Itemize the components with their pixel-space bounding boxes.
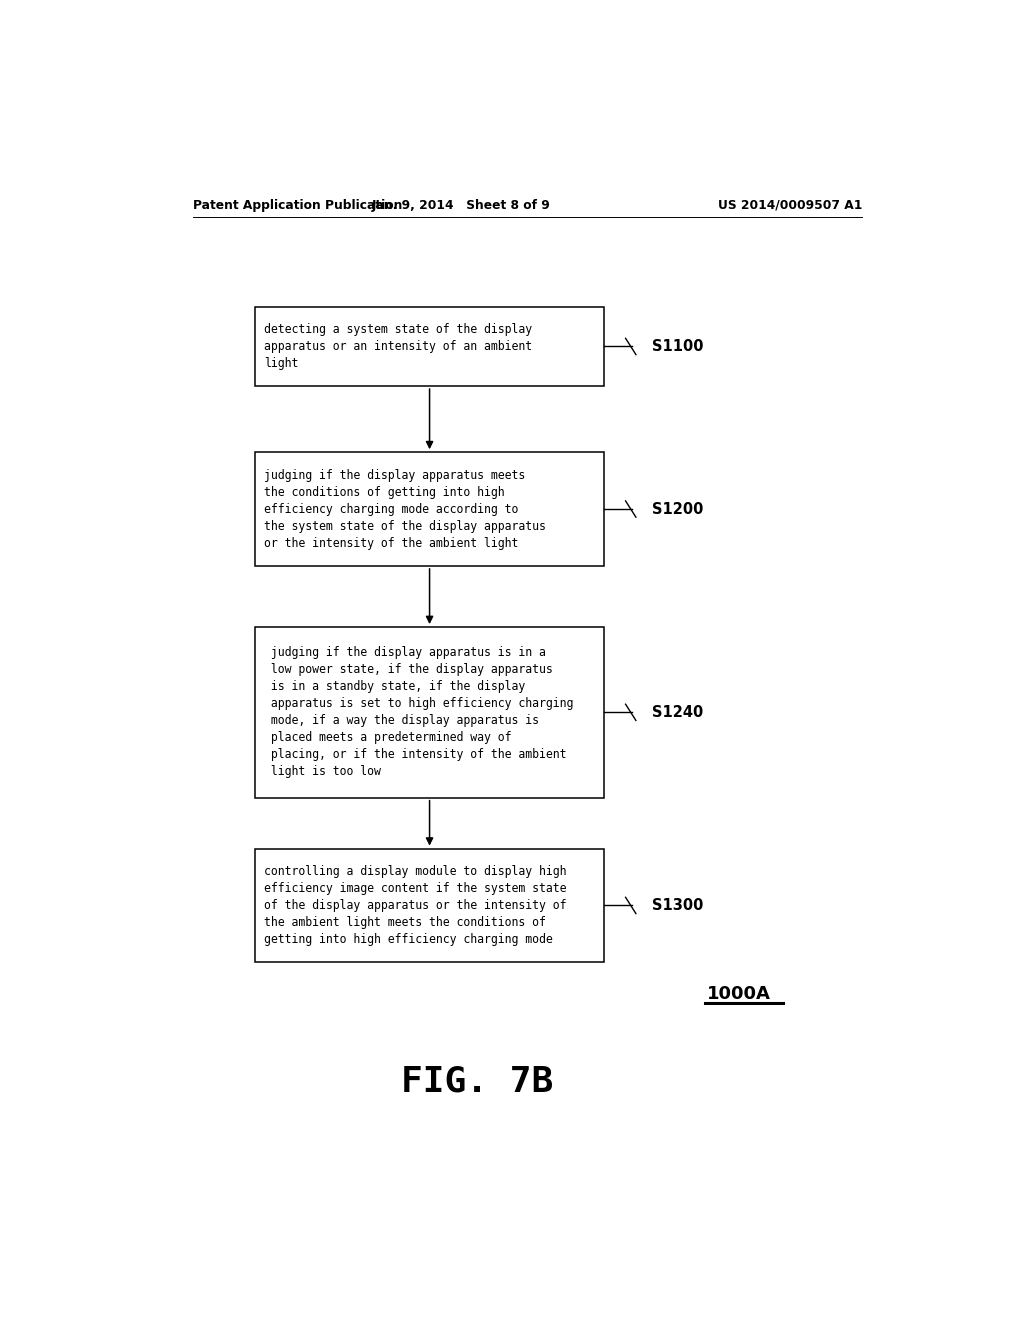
- Text: US 2014/0009507 A1: US 2014/0009507 A1: [718, 198, 862, 211]
- Text: Jan. 9, 2014   Sheet 8 of 9: Jan. 9, 2014 Sheet 8 of 9: [372, 198, 551, 211]
- Bar: [255, 306, 604, 385]
- Text: S1240: S1240: [652, 705, 703, 719]
- Bar: [255, 849, 604, 962]
- Text: Patent Application Publication: Patent Application Publication: [194, 198, 402, 211]
- Text: S1300: S1300: [652, 898, 703, 913]
- Text: 1000A: 1000A: [708, 985, 771, 1003]
- Text: S1200: S1200: [652, 502, 703, 516]
- Text: judging if the display apparatus is in a
 low power state, if the display appara: judging if the display apparatus is in a…: [264, 647, 573, 779]
- Text: detecting a system state of the display
apparatus or an intensity of an ambient
: detecting a system state of the display …: [264, 323, 532, 370]
- Text: controlling a display module to display high
efficiency image content if the sys: controlling a display module to display …: [264, 865, 567, 946]
- Bar: [255, 453, 604, 566]
- Text: judging if the display apparatus meets
the conditions of getting into high
effic: judging if the display apparatus meets t…: [264, 469, 547, 549]
- Text: S1100: S1100: [652, 339, 703, 354]
- Bar: [255, 627, 604, 797]
- Text: FIG. 7B: FIG. 7B: [401, 1064, 553, 1098]
